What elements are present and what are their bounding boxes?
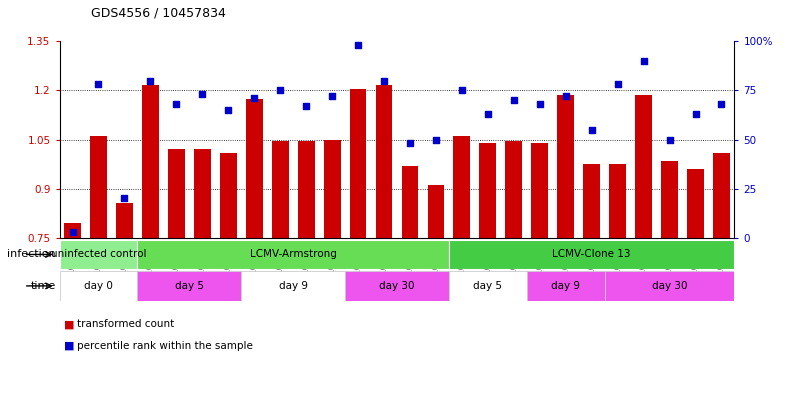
- Bar: [376, 85, 392, 238]
- Point: [66, 229, 79, 235]
- Bar: [60, 240, 137, 269]
- Point: [456, 87, 468, 94]
- Bar: [324, 140, 341, 238]
- Text: day 0: day 0: [84, 281, 113, 291]
- Point: [611, 81, 624, 88]
- Point: [403, 140, 416, 147]
- Bar: [345, 271, 449, 301]
- Text: LCMV-Armstrong: LCMV-Armstrong: [250, 250, 337, 259]
- Bar: [298, 141, 314, 238]
- Bar: [449, 271, 526, 301]
- Point: [663, 136, 676, 143]
- Bar: [241, 271, 345, 301]
- Point: [534, 101, 546, 107]
- Text: day 5: day 5: [473, 281, 503, 291]
- Bar: [449, 240, 734, 269]
- Bar: [116, 204, 133, 238]
- Point: [92, 81, 105, 88]
- Text: day 30: day 30: [380, 281, 414, 291]
- Text: day 9: day 9: [551, 281, 580, 291]
- Bar: [142, 85, 159, 238]
- Bar: [505, 141, 522, 238]
- Bar: [64, 223, 81, 238]
- Bar: [609, 164, 626, 238]
- Bar: [480, 143, 496, 238]
- Text: infection: infection: [7, 250, 56, 259]
- Bar: [427, 185, 445, 238]
- Point: [326, 93, 338, 99]
- Bar: [168, 149, 185, 238]
- Point: [118, 195, 131, 202]
- Bar: [137, 240, 449, 269]
- Bar: [220, 152, 237, 238]
- Point: [248, 95, 260, 101]
- Bar: [713, 152, 730, 238]
- Point: [507, 97, 520, 103]
- Bar: [137, 271, 241, 301]
- Bar: [272, 141, 289, 238]
- Bar: [557, 95, 574, 238]
- Point: [352, 42, 364, 48]
- Text: day 5: day 5: [175, 281, 204, 291]
- Point: [430, 136, 442, 143]
- Point: [300, 103, 313, 109]
- Bar: [453, 136, 470, 238]
- Point: [560, 93, 572, 99]
- Bar: [246, 99, 263, 238]
- Text: GDS4556 / 10457834: GDS4556 / 10457834: [91, 7, 226, 20]
- Text: ■: ■: [64, 319, 74, 329]
- Bar: [526, 271, 605, 301]
- Text: transformed count: transformed count: [77, 319, 174, 329]
- Bar: [687, 169, 704, 238]
- Bar: [194, 149, 210, 238]
- Point: [481, 111, 494, 117]
- Text: percentile rank within the sample: percentile rank within the sample: [77, 341, 253, 351]
- Bar: [605, 271, 734, 301]
- Point: [144, 77, 156, 84]
- Bar: [635, 95, 652, 238]
- Point: [689, 111, 702, 117]
- Bar: [584, 164, 600, 238]
- Point: [638, 58, 650, 64]
- Text: day 30: day 30: [652, 281, 688, 291]
- Text: day 9: day 9: [279, 281, 307, 291]
- Point: [715, 101, 728, 107]
- Text: uninfected control: uninfected control: [51, 250, 146, 259]
- Point: [274, 87, 287, 94]
- Point: [378, 77, 391, 84]
- Bar: [90, 136, 107, 238]
- Bar: [349, 89, 367, 238]
- Point: [170, 101, 183, 107]
- Text: ■: ■: [64, 341, 74, 351]
- Point: [196, 91, 209, 97]
- Bar: [661, 161, 678, 238]
- Text: time: time: [30, 281, 56, 291]
- Bar: [60, 271, 137, 301]
- Point: [585, 127, 598, 133]
- Point: [222, 107, 235, 113]
- Bar: [402, 166, 418, 238]
- Text: LCMV-Clone 13: LCMV-Clone 13: [553, 250, 631, 259]
- Bar: [531, 143, 548, 238]
